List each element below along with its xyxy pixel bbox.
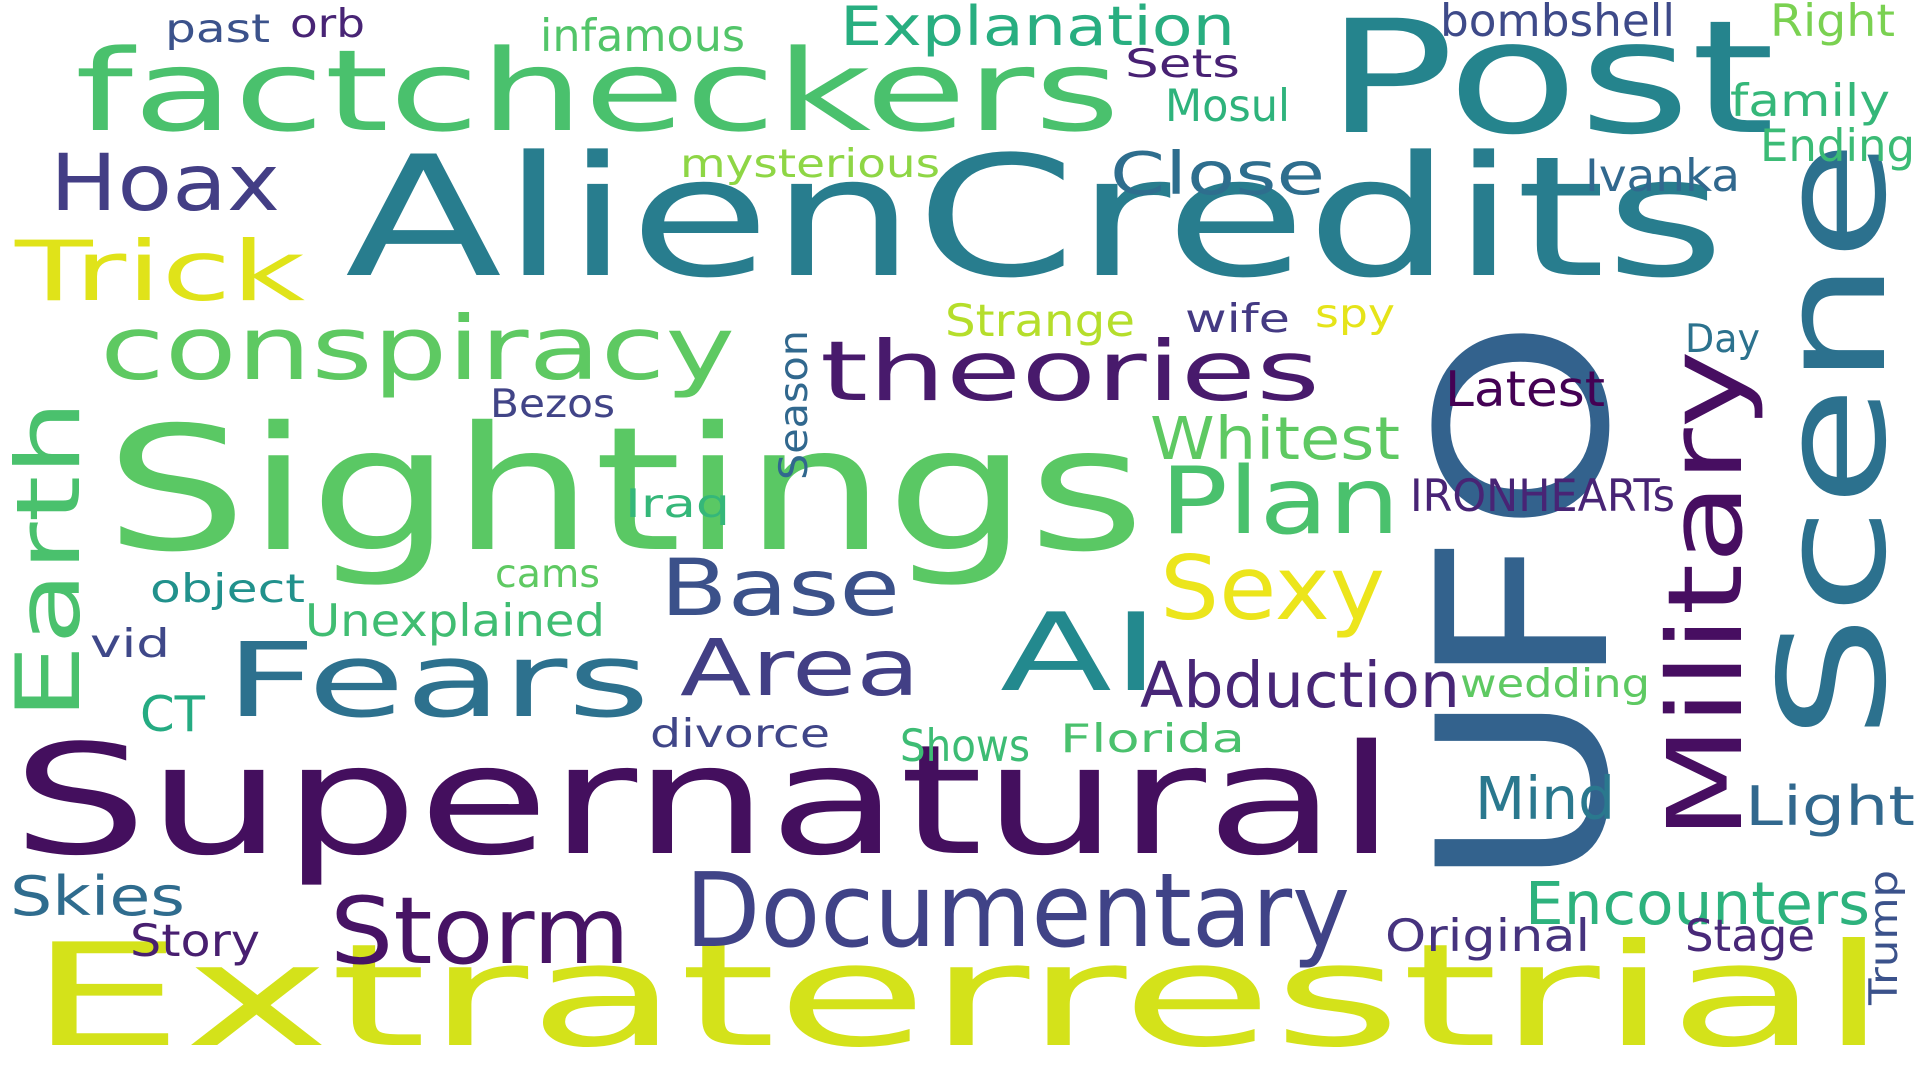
word: wedding — [1460, 662, 1650, 707]
word: Strange — [945, 296, 1135, 347]
word: Right — [1770, 0, 1895, 47]
word: infamous — [540, 11, 745, 62]
word: Trump — [1862, 870, 1907, 1005]
word: past — [165, 7, 270, 52]
word: Area — [680, 623, 920, 714]
word: Sexy — [1160, 537, 1385, 640]
word: Earth — [0, 400, 100, 720]
word: Abduction — [1140, 649, 1460, 723]
word: factcheckers — [75, 25, 1120, 157]
word: Mind — [1475, 764, 1615, 833]
word: IRONHEARTs — [1410, 471, 1675, 522]
word: vid — [90, 622, 170, 667]
word: Florida — [1060, 717, 1245, 762]
word: Documentary — [685, 851, 1350, 971]
word: mysterious — [680, 142, 940, 187]
word: Shows — [900, 721, 1030, 772]
word: Bezos — [490, 382, 615, 427]
word: Encounters — [1525, 869, 1870, 938]
word: family — [1730, 76, 1890, 127]
word: wife — [1185, 297, 1290, 342]
word: AI — [1000, 591, 1160, 716]
word: Hoax — [50, 138, 280, 229]
word: Whitest — [1150, 404, 1400, 473]
word: divorce — [650, 712, 830, 757]
word: Ivanka — [1585, 151, 1740, 202]
word: Scene — [1748, 139, 1919, 740]
word: Iraq — [625, 482, 730, 527]
word: Skies — [10, 865, 185, 928]
word: Original — [1385, 911, 1590, 962]
word: cams — [495, 552, 600, 597]
word: Ending — [1760, 121, 1915, 172]
word: Explanation — [840, 0, 1235, 58]
word: orb — [290, 2, 365, 47]
word: AlienCredits — [345, 121, 1725, 315]
word: Close — [1110, 139, 1325, 208]
word: Sightings — [105, 391, 1145, 590]
word: spy — [1315, 292, 1395, 337]
word: Base — [660, 543, 900, 634]
word: object — [150, 567, 305, 612]
word: Season — [772, 330, 817, 480]
word: Extraterrestrial — [28, 913, 1888, 1079]
word: Mosul — [1165, 81, 1290, 132]
word: theories — [820, 323, 1320, 420]
word: conspiracy — [100, 297, 735, 400]
word: Day — [1685, 317, 1760, 362]
word: Sets — [1125, 42, 1240, 87]
word: Stage — [1685, 911, 1815, 962]
word: bombshell — [1440, 0, 1675, 47]
word: Military — [1646, 350, 1766, 840]
word: CT — [140, 686, 205, 743]
word: Latest — [1445, 361, 1605, 418]
word: Fears — [225, 621, 650, 741]
word: Unexplained — [305, 596, 605, 647]
word: Supernatural — [12, 712, 1396, 889]
word: Story — [130, 916, 260, 967]
word: Post — [1325, 0, 1775, 169]
word: Storm — [330, 877, 630, 985]
word: Trick — [15, 223, 305, 320]
word: Light — [1745, 775, 1915, 838]
word: Plan — [1160, 447, 1400, 555]
